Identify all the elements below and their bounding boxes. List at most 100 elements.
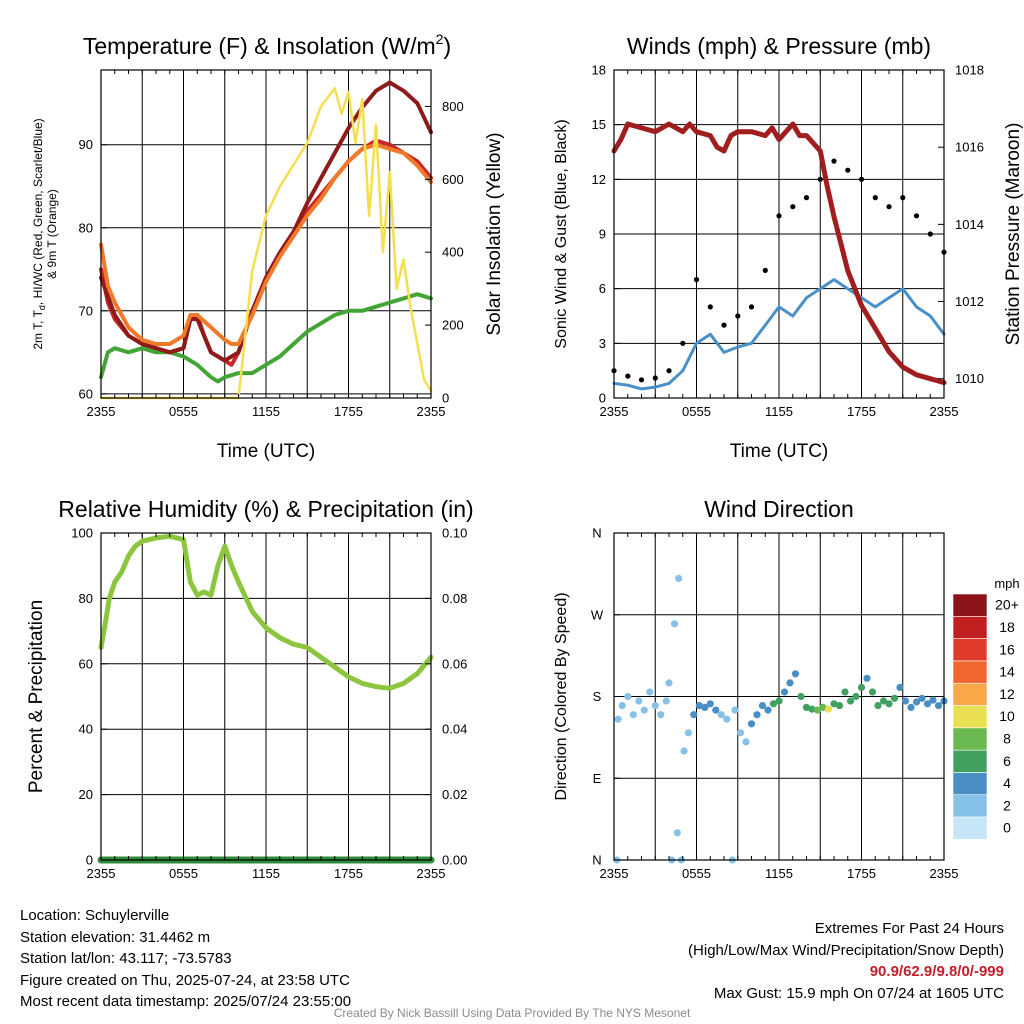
temperature-xtick-label: 2355 (417, 404, 446, 419)
direction-scatter-point (717, 711, 725, 719)
wind-ytick-label-left: 0 (599, 391, 606, 406)
direction-scatter-point (680, 747, 688, 755)
temperature-xlabel: Time (UTC) (217, 441, 316, 462)
elevation-text: Station elevation: 31.4462 m (20, 928, 211, 946)
humidity-xtick-label: 1755 (334, 866, 363, 881)
wind-ytick-label-right: 1012 (955, 294, 984, 309)
wind-ytick-label-right: 1014 (955, 217, 984, 232)
temperature-xtick-label: 1755 (334, 404, 363, 419)
direction-scatter-point (934, 702, 943, 710)
direction-colorbar-label: 6 (1003, 753, 1011, 769)
direction-colorbar-label: 12 (999, 686, 1015, 702)
direction-xtick-label: 1755 (847, 866, 876, 881)
direction-scatter-point (723, 715, 731, 723)
humidity-ytick-label-left: 100 (71, 526, 93, 541)
direction-colorbar: mph 0 2 4 6 8 10 12 14 16 18 20+ (952, 576, 1020, 840)
wind-xlabel: Time (UTC) (730, 441, 829, 462)
direction-scatter-point (614, 715, 622, 723)
extremes-info: Extremes For Past 24 Hours (High/Low/Max… (688, 918, 1004, 1004)
created-text: Figure created on Thu, 2025-07-24, at 23… (20, 971, 350, 989)
wind-gust-point (831, 158, 837, 164)
direction-colorbar-swatch (952, 772, 988, 796)
credit-text: Created By Nick Bassill Using Data Provi… (333, 1006, 691, 1020)
direction-colorbar-label: 2 (1003, 797, 1011, 813)
direction-scatter-point (618, 702, 626, 710)
temperature-ytick-label-left: 90 (79, 137, 93, 152)
direction-scatter-point (684, 729, 692, 737)
direction-scatter-point (695, 702, 703, 710)
direction-colorbar-label: 16 (999, 641, 1015, 657)
temperature-ylabel-left-sub: d (37, 305, 47, 310)
wind-gust-point (666, 368, 672, 374)
temperature-ytick-label-left: 60 (79, 386, 93, 401)
direction-scatter-point (846, 697, 855, 705)
humidity-ytick-label-left: 60 (79, 656, 93, 671)
wind-xtick-label: 2355 (600, 404, 629, 419)
direction-scatter-point (742, 738, 750, 746)
humidity-ytick-label-right: 0.06 (442, 656, 467, 671)
temperature-ytick-label-right: 0 (442, 391, 449, 406)
direction-ylabel-left: Direction (Colored By Speed) (553, 592, 570, 800)
humidity-ytick-label-right: 0.10 (442, 526, 467, 541)
recent-data-text: Most recent data timestamp: 2025/07/24 2… (20, 993, 352, 1010)
temperature-xtick-label: 1155 (252, 404, 280, 419)
wind-series-line (612, 278, 946, 391)
direction-scatter-point (896, 683, 904, 692)
temperature-title: Temperature (F) & Insolation (W/m2) (83, 31, 451, 59)
wind-gust-point (652, 375, 658, 381)
wind-gust-point (927, 231, 933, 237)
humidity-ytick-label-right: 0.00 (442, 853, 467, 868)
temperature-ylabel-left-line2: & 9m T (Orange) (45, 189, 59, 279)
extremes-title: Extremes For Past 24 Hours (814, 920, 1004, 937)
direction-ytick-label: N (592, 526, 601, 541)
direction-scatter-point (901, 697, 910, 705)
humidity-series-line (98, 533, 434, 691)
humidity-ytick-label-left: 80 (79, 591, 93, 606)
direction-scatter-point (764, 706, 772, 714)
direction-scatter-point (791, 670, 800, 678)
direction-scatter-point (624, 692, 632, 701)
direction-scatter-point (712, 706, 720, 714)
wind-gust-point (790, 204, 796, 210)
temperature-xtick-label: 2355 (87, 404, 116, 419)
direction-scatter-point (813, 706, 822, 714)
direction-scatter-point (753, 711, 761, 719)
direction-colorbar-swatch (952, 705, 988, 729)
direction-scatter-point (670, 620, 679, 628)
direction-scatter-point (657, 711, 665, 719)
direction-scatter-point (662, 697, 670, 705)
temperature-ytick-label-right: 400 (442, 245, 464, 260)
temperature-xtick-label: 0555 (169, 404, 198, 419)
direction-colorbar-label: 4 (1003, 775, 1011, 791)
humidity-ytick-label-left: 0 (86, 853, 93, 868)
temperature-ylabel-left-line1: 2m T, Td, HI/WC (Red, Green, Scarlet/Blu… (31, 118, 47, 349)
direction-colorbar-title: mph (994, 576, 1019, 591)
direction-scatter-point (835, 702, 844, 710)
direction-colorbar-label: 14 (999, 664, 1015, 680)
direction-ytick-label: N (592, 853, 601, 868)
wind-gust-point (858, 176, 865, 182)
direction-colorbar-swatch (952, 615, 988, 639)
direction-colorbar-swatch (952, 727, 988, 751)
direction-scatter-point (640, 706, 648, 714)
temperature-panel: 2355 0555 1155 1755 2355 60 70 80 90 0 200 400 600 80… (31, 31, 505, 462)
direction-xtick-label: 0555 (682, 866, 711, 881)
wind-xtick-label: 2355 (930, 404, 959, 419)
wind-title: Winds (mph) & Pressure (mb) (627, 33, 931, 59)
direction-xtick-label: 2355 (930, 866, 959, 881)
direction-scatter-point (797, 692, 805, 701)
direction-scatter-point (929, 696, 937, 704)
direction-xtick-label: 1155 (765, 866, 793, 881)
humidity-xtick-label: 0555 (169, 866, 198, 881)
wind-xtick-label: 1155 (765, 404, 793, 419)
direction-scatter-point (918, 694, 926, 702)
wind-series-line (611, 121, 947, 386)
direction-scatter-point (879, 697, 888, 705)
humidity-ytick-label-right: 0.08 (442, 591, 467, 606)
max-gust-text: Max Gust: 15.9 mph On 07/24 at 1605 UTC (713, 984, 1004, 1002)
direction-colorbar-label: 20+ (995, 597, 1019, 613)
wind-gust-point (803, 195, 810, 201)
direction-scatter-point (907, 703, 915, 712)
wind-gust-point (886, 204, 892, 210)
wind-gust-point (680, 340, 686, 346)
